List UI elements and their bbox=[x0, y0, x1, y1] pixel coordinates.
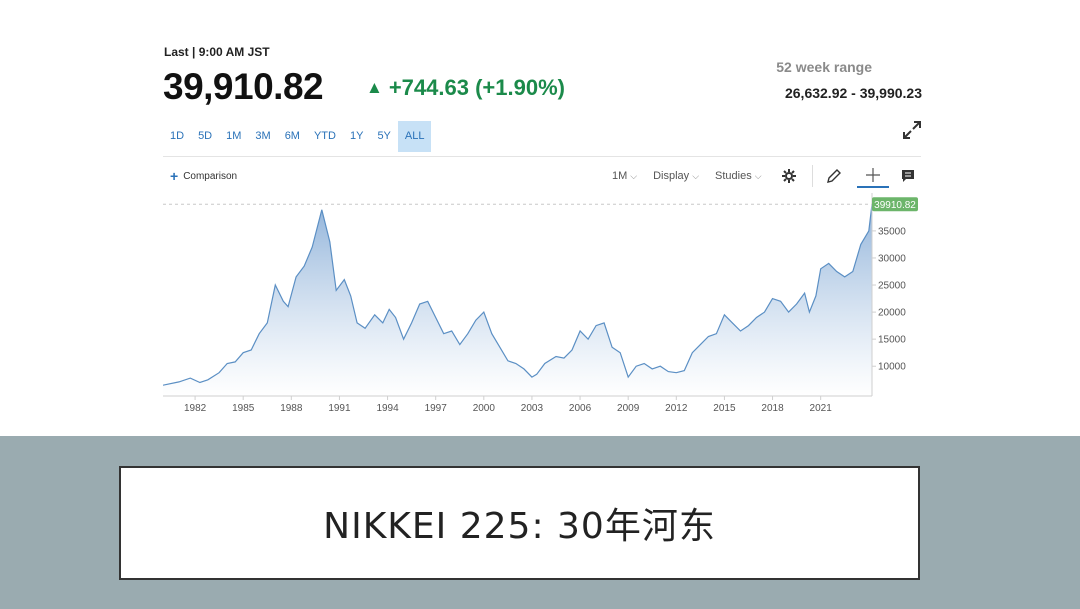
range-value: 26,632.92 - 39,990.23 bbox=[784, 85, 922, 101]
period-selector: 1D 5D 1M 3M 6M YTD 1Y 5Y ALL bbox=[163, 121, 432, 152]
period-1y[interactable]: 1Y bbox=[349, 130, 364, 142]
period-5d[interactable]: 5D bbox=[198, 130, 213, 142]
period-1m[interactable]: 1M bbox=[226, 130, 242, 142]
price-change-value: +744.63 (+1.90%) bbox=[388, 75, 565, 100]
comment-icon[interactable] bbox=[897, 165, 919, 187]
x-tick-label: 1994 bbox=[376, 403, 399, 414]
studies-label: Studies bbox=[715, 170, 752, 182]
last-value-label: 39910.82 bbox=[874, 200, 916, 211]
slide-title: NIKKEI 225: 30年河东 bbox=[323, 506, 716, 547]
x-tick-label: 2006 bbox=[569, 403, 592, 414]
period-1d[interactable]: 1D bbox=[170, 130, 185, 142]
chevron-down-icon: ⌵ bbox=[630, 171, 638, 181]
studies-dropdown[interactable]: Studies ⌵ bbox=[715, 170, 762, 182]
x-tick-label: 2000 bbox=[473, 403, 496, 414]
x-tick-label: 2012 bbox=[665, 403, 688, 414]
display-label: Display bbox=[653, 170, 690, 182]
display-dropdown[interactable]: Display ⌵ bbox=[653, 170, 699, 182]
gear-icon[interactable] bbox=[778, 165, 800, 187]
x-tick-label: 1985 bbox=[232, 403, 255, 414]
chart-toolbar: 1M ⌵ Display ⌵ Studies ⌵ bbox=[612, 164, 931, 188]
x-tick-label: 2003 bbox=[521, 403, 544, 414]
y-tick-label: 10000 bbox=[878, 362, 906, 373]
period-all[interactable]: ALL bbox=[397, 121, 432, 152]
period-3m[interactable]: 3M bbox=[255, 130, 271, 142]
interval-dropdown[interactable]: 1M ⌵ bbox=[612, 170, 637, 182]
expand-icon[interactable] bbox=[901, 119, 923, 141]
crosshair-icon bbox=[865, 168, 880, 182]
up-arrow-icon: ▲ bbox=[366, 78, 383, 97]
y-tick-label: 15000 bbox=[878, 335, 906, 346]
period-6m[interactable]: 6M bbox=[284, 130, 300, 142]
last-value-tag bbox=[872, 197, 918, 212]
comparison-button[interactable]: + Comparison bbox=[170, 168, 237, 184]
price-change: ▲ +744.63 (+1.90%) bbox=[366, 75, 565, 101]
toolbar-separator bbox=[811, 165, 813, 187]
x-tick-label: 1997 bbox=[425, 403, 448, 414]
chevron-down-icon: ⌵ bbox=[754, 171, 762, 181]
last-price: 39,910.82 bbox=[163, 66, 324, 107]
chevron-down-icon: ⌵ bbox=[692, 171, 700, 181]
x-tick-label: 2021 bbox=[810, 403, 833, 414]
comparison-label: Comparison bbox=[183, 170, 238, 182]
y-tick-label: 25000 bbox=[878, 281, 906, 292]
slide-title-box: NIKKEI 225: 30年河东 bbox=[119, 466, 920, 580]
x-tick-label: 2009 bbox=[617, 403, 640, 414]
x-tick-label: 1982 bbox=[184, 403, 207, 414]
x-tick-label: 2015 bbox=[713, 403, 736, 414]
crosshair-tool[interactable] bbox=[856, 164, 889, 188]
quote-panel: Last | 9:00 AM JST 39,910.82 ▲ +744.63 (+… bbox=[163, 45, 931, 423]
price-chart[interactable]: 10000 15000 20000 25000 30000 35000 1982 1985 19… bbox=[163, 193, 923, 423]
last-update-label: Last | 9:00 AM JST bbox=[164, 45, 270, 59]
series-area bbox=[163, 204, 872, 396]
x-tick-label: 1988 bbox=[280, 403, 303, 414]
y-tick-label: 30000 bbox=[878, 253, 906, 264]
range-label: 52 week range bbox=[776, 59, 872, 75]
y-tick-label: 20000 bbox=[878, 308, 906, 319]
x-tick-label: 1991 bbox=[328, 403, 351, 414]
y-tick-label: 35000 bbox=[878, 226, 906, 237]
plus-icon: + bbox=[170, 168, 179, 184]
interval-label: 1M bbox=[612, 170, 628, 182]
period-ytd[interactable]: YTD bbox=[313, 130, 336, 142]
x-tick-label: 2018 bbox=[761, 403, 784, 414]
period-5y[interactable]: 5Y bbox=[377, 130, 391, 142]
series-line bbox=[163, 204, 873, 386]
pencil-icon[interactable] bbox=[823, 165, 845, 187]
divider bbox=[163, 156, 921, 157]
